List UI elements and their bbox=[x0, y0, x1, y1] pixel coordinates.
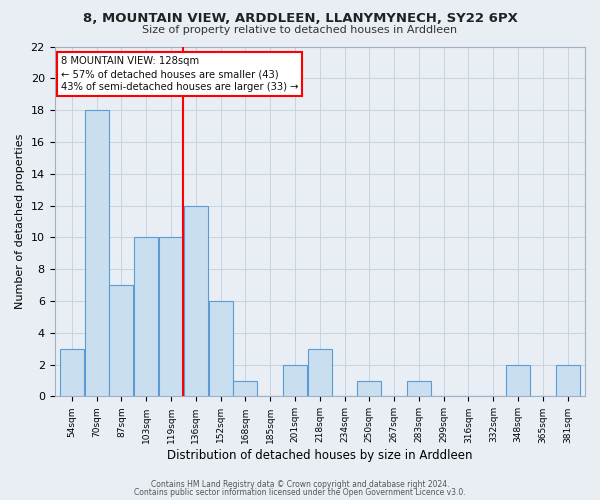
Bar bbox=[283, 364, 307, 396]
Bar bbox=[184, 206, 208, 396]
Bar bbox=[233, 380, 257, 396]
Y-axis label: Number of detached properties: Number of detached properties bbox=[15, 134, 25, 309]
Text: Contains public sector information licensed under the Open Government Licence v3: Contains public sector information licen… bbox=[134, 488, 466, 497]
Text: 8 MOUNTAIN VIEW: 128sqm
← 57% of detached houses are smaller (43)
43% of semi-de: 8 MOUNTAIN VIEW: 128sqm ← 57% of detache… bbox=[61, 56, 298, 92]
Bar bbox=[556, 364, 580, 396]
Bar bbox=[506, 364, 530, 396]
Text: 8, MOUNTAIN VIEW, ARDDLEEN, LLANYMYNECH, SY22 6PX: 8, MOUNTAIN VIEW, ARDDLEEN, LLANYMYNECH,… bbox=[83, 12, 517, 26]
Bar bbox=[209, 301, 233, 396]
Text: Contains HM Land Registry data © Crown copyright and database right 2024.: Contains HM Land Registry data © Crown c… bbox=[151, 480, 449, 489]
X-axis label: Distribution of detached houses by size in Arddleen: Distribution of detached houses by size … bbox=[167, 450, 473, 462]
Bar bbox=[60, 348, 84, 397]
Bar bbox=[358, 380, 382, 396]
Bar bbox=[159, 238, 183, 396]
Bar bbox=[308, 348, 332, 397]
Bar bbox=[85, 110, 109, 397]
Bar bbox=[109, 285, 133, 397]
Text: Size of property relative to detached houses in Arddleen: Size of property relative to detached ho… bbox=[142, 25, 458, 35]
Bar bbox=[407, 380, 431, 396]
Bar bbox=[134, 238, 158, 396]
